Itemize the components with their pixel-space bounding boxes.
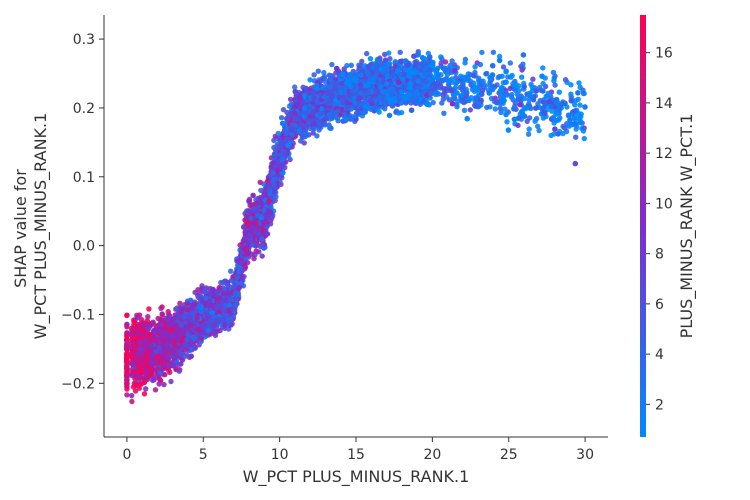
scatter-point xyxy=(507,60,513,66)
scatter-point xyxy=(222,322,228,329)
scatter-point xyxy=(430,99,436,106)
scatter-point xyxy=(168,378,174,385)
scatter-point xyxy=(454,104,460,110)
scatter-point xyxy=(573,98,579,104)
scatter-point xyxy=(504,119,510,125)
scatter-point xyxy=(498,109,504,116)
scatter-point xyxy=(519,67,525,73)
scatter-point xyxy=(367,56,374,62)
scatter-point xyxy=(477,61,484,68)
scatter-point xyxy=(572,102,578,108)
scatter-point xyxy=(548,132,554,139)
scatter-point xyxy=(467,107,473,113)
scatter-point xyxy=(348,62,354,68)
scatter-point xyxy=(143,386,149,392)
scatter-point xyxy=(129,392,135,399)
scatter-point xyxy=(141,391,148,397)
scatter-point xyxy=(315,68,321,74)
scatter-point xyxy=(581,135,587,142)
scatter-point xyxy=(124,392,130,398)
scatter-point xyxy=(562,77,569,83)
scatter-point xyxy=(387,56,393,62)
scatter-point xyxy=(311,72,317,78)
scatter-point xyxy=(134,315,140,321)
scatter-point xyxy=(509,72,515,79)
scatter-point xyxy=(453,81,459,87)
scatter-point xyxy=(301,140,307,146)
scatter-point xyxy=(568,82,574,88)
scatter-point xyxy=(271,144,277,151)
scatter-point xyxy=(490,49,497,55)
scatter-point xyxy=(471,84,478,90)
scatter-point xyxy=(228,268,234,274)
scatter-point xyxy=(465,71,471,77)
scatter-point xyxy=(530,76,536,82)
scatter-point xyxy=(267,221,274,227)
scatter-point xyxy=(287,96,294,103)
scatter-point xyxy=(448,87,454,93)
scatter-point xyxy=(461,99,467,106)
scatter-point xyxy=(515,122,521,129)
scatter-point xyxy=(329,61,335,68)
scatter-point xyxy=(170,317,176,323)
scatter-point xyxy=(166,312,172,318)
scatter-point xyxy=(479,91,485,98)
scatter-point xyxy=(161,381,167,388)
scatter-point xyxy=(327,125,333,131)
scatter-point xyxy=(461,107,468,114)
scatter-point xyxy=(252,252,258,258)
scatter-point xyxy=(173,313,180,320)
scatter-point xyxy=(177,300,183,306)
scatter-point xyxy=(131,319,137,325)
scatter-point xyxy=(124,386,130,392)
scatter-point xyxy=(314,133,320,139)
scatter-point xyxy=(438,54,444,60)
scatter-point xyxy=(503,79,509,85)
scatter-point xyxy=(505,74,511,80)
scatter-point xyxy=(159,304,165,310)
scatter-point xyxy=(159,311,165,317)
scatter-point xyxy=(516,83,522,89)
scatter-point xyxy=(449,58,455,64)
scatter-point xyxy=(368,106,374,113)
scatter-point xyxy=(441,110,447,117)
scatter-point xyxy=(259,253,265,259)
scatter-point xyxy=(524,118,530,125)
scatter-point xyxy=(364,50,370,57)
scatter-point xyxy=(507,85,513,92)
scatter-point xyxy=(316,127,322,133)
scatter-point xyxy=(576,80,582,86)
scatter-point xyxy=(359,58,365,65)
scatter-point xyxy=(321,69,327,76)
scatter-point xyxy=(310,130,316,136)
scatter-point xyxy=(520,61,526,67)
scatter-point xyxy=(540,80,546,87)
scatter-point xyxy=(217,327,223,334)
scatter-point xyxy=(462,60,468,66)
scatter-point xyxy=(525,131,532,137)
scatter-point xyxy=(552,73,558,79)
scatter-point xyxy=(292,84,298,90)
scatter-point xyxy=(500,64,507,70)
scatter-point xyxy=(496,53,503,60)
scatter-point xyxy=(573,134,579,140)
scatter-point xyxy=(549,108,555,114)
scatter-point xyxy=(386,50,392,56)
scatter-point xyxy=(257,179,263,185)
scatter-point xyxy=(489,87,496,93)
scatter-point xyxy=(497,105,504,112)
scatter-point xyxy=(556,89,562,95)
scatter-point xyxy=(535,123,541,129)
scatter-point xyxy=(275,130,282,137)
scatter-point xyxy=(577,102,583,108)
scatter-point xyxy=(580,87,586,93)
scatter-point xyxy=(577,118,583,124)
scatter-points xyxy=(124,49,588,405)
scatter-point xyxy=(480,87,486,94)
